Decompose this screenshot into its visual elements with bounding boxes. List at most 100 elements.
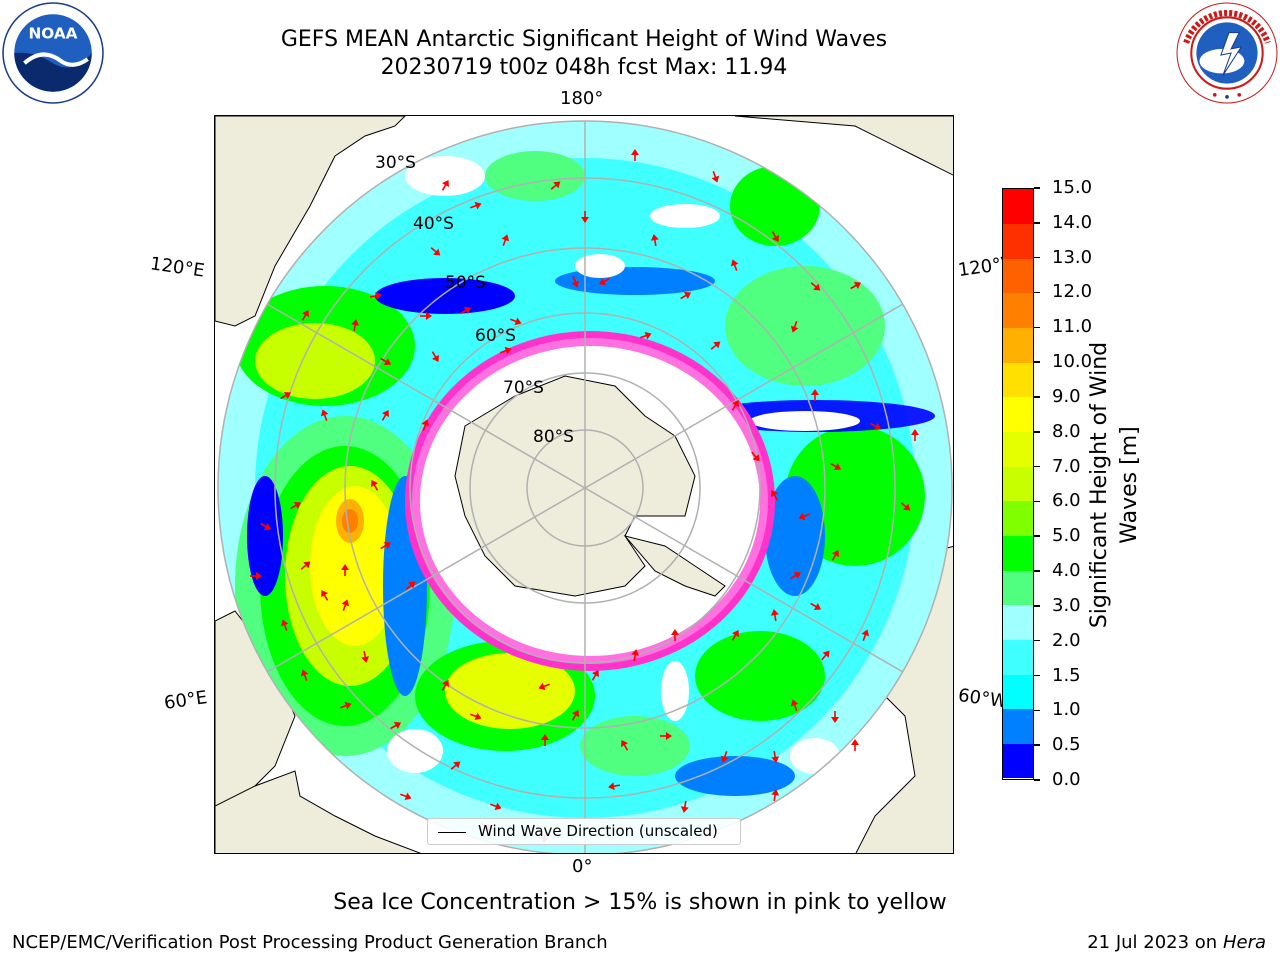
colorbar-segment bbox=[1003, 466, 1033, 502]
wind-wave-arrow bbox=[861, 629, 870, 641]
wind-wave-arrow bbox=[390, 722, 402, 730]
wind-wave-arrow bbox=[450, 761, 461, 770]
colorbar-tick-mark bbox=[1034, 709, 1040, 712]
colorbar-segment bbox=[1003, 396, 1033, 433]
colorbar-tick-mark bbox=[1034, 222, 1040, 224]
wind-wave-arrow bbox=[550, 181, 561, 190]
wind-wave-arrow bbox=[400, 792, 412, 801]
colorbar-tick-label: 1.5 bbox=[1052, 664, 1081, 686]
wind-wave-arrow bbox=[790, 321, 799, 333]
wind-wave-arrow bbox=[441, 679, 449, 691]
wind-wave-arrow bbox=[321, 589, 329, 601]
lon-label-right-upper: 120°W bbox=[956, 253, 1006, 282]
colorbar-tick-label: 0.0 bbox=[1052, 769, 1081, 790]
title-line-1: GEFS MEAN Antarctic Significant Height o… bbox=[280, 27, 888, 52]
wind-wave-arrow bbox=[571, 709, 579, 721]
wind-wave-arrow bbox=[371, 479, 379, 491]
wind-wave-arrow bbox=[830, 462, 842, 470]
footer-date-text: 21 Jul 2023 on bbox=[1087, 932, 1223, 953]
wind-wave-arrow bbox=[831, 549, 839, 561]
colorbar-tick-label: 11.0 bbox=[1052, 316, 1093, 338]
wind-wave-arrow bbox=[541, 734, 549, 746]
wind-wave-arrow bbox=[380, 542, 392, 550]
colorbar-segment bbox=[1003, 189, 1033, 225]
lon-label-left-lower: 60°E bbox=[162, 687, 209, 714]
colorbar-tick-label: 15.0 bbox=[1052, 177, 1093, 198]
wind-wave-arrow bbox=[420, 312, 432, 320]
wind-wave-arrow bbox=[640, 331, 652, 340]
wind-wave-arrow bbox=[851, 739, 859, 751]
lat-label-60s: 60°S bbox=[475, 326, 516, 346]
wind-wave-arrow bbox=[280, 619, 289, 631]
wind-wave-arrow bbox=[720, 751, 729, 763]
wind-wave-arrow bbox=[810, 602, 822, 610]
wind-wave-arrow bbox=[680, 292, 692, 300]
lat-label-70s: 70°S bbox=[503, 378, 544, 398]
lon-label-top: 180° bbox=[560, 88, 604, 109]
colorbar-tick-mark bbox=[1034, 396, 1040, 398]
colorbar-segment bbox=[1003, 500, 1033, 536]
colorbar-segment bbox=[1003, 431, 1033, 467]
colorbar-segment bbox=[1003, 639, 1033, 675]
colorbar-tick-label: 1.0 bbox=[1052, 699, 1081, 721]
colorbar-tick-label: 12.0 bbox=[1052, 281, 1093, 303]
wind-wave-arrow bbox=[790, 572, 802, 580]
wind-wave-arrow bbox=[361, 650, 370, 663]
colorbar-tick-label: 6.0 bbox=[1052, 490, 1081, 512]
wind-wave-arrow bbox=[660, 732, 672, 740]
colorbar-tick-label: 7.0 bbox=[1052, 455, 1081, 477]
graticule bbox=[217, 120, 953, 853]
footer-organization: NCEP/EMC/Verification Post Processing Pr… bbox=[12, 932, 608, 953]
colorbar-tick-label: 8.0 bbox=[1052, 420, 1081, 442]
colorbar-label-line-1: Significant Height of Wind bbox=[1087, 341, 1112, 629]
wind-wave-arrow bbox=[500, 346, 512, 355]
wind-wave-arrow bbox=[608, 782, 621, 791]
legend-label: Wind Wave Direction (unscaled) bbox=[478, 822, 718, 840]
wind-wave-arrow bbox=[441, 179, 449, 191]
map-frame: 30°S 40°S 50°S 60°S 70°S 80°S bbox=[214, 115, 954, 854]
colorbar-segment bbox=[1003, 743, 1033, 779]
wind-wave-arrow bbox=[631, 149, 639, 161]
wind-wave-arrow bbox=[751, 451, 760, 462]
wind-wave-arrow bbox=[870, 422, 882, 430]
wind-wave-arrow bbox=[650, 234, 659, 247]
wind-wave-arrow bbox=[581, 211, 589, 223]
wind-wave-arrow bbox=[730, 259, 739, 271]
legend-line-sample bbox=[438, 832, 466, 834]
wind-wave-arrow bbox=[301, 309, 309, 321]
colorbar-tick-mark bbox=[1034, 500, 1040, 503]
wind-wave-arrow bbox=[381, 409, 389, 421]
wind-wave-arrow bbox=[811, 389, 819, 401]
wind-wave-arrow bbox=[510, 317, 522, 326]
colorbar-tick-mark bbox=[1034, 361, 1040, 363]
colorbar-segment bbox=[1003, 327, 1033, 363]
wind-wave-arrow bbox=[771, 489, 779, 501]
colorbar-segment bbox=[1003, 362, 1033, 398]
wind-wave-arrow bbox=[501, 234, 510, 246]
colorbar-tick-label: 2.0 bbox=[1052, 629, 1081, 651]
wind-wave-arrows bbox=[250, 149, 919, 843]
wind-wave-arrow bbox=[421, 419, 430, 431]
wind-wave-arrow bbox=[351, 319, 360, 332]
wind-wave-arrow bbox=[621, 739, 629, 751]
wind-wave-arrow bbox=[771, 789, 780, 802]
wind-wave-arrow bbox=[731, 629, 739, 641]
colorbar-tick-mark bbox=[1034, 326, 1040, 329]
colorbar-tick-label: 13.0 bbox=[1052, 246, 1093, 268]
wind-wave-arrow bbox=[460, 307, 472, 315]
wind-wave-arrow bbox=[821, 650, 830, 661]
colorbar-tick-mark bbox=[1034, 674, 1040, 677]
colorbar-tick-label: 4.0 bbox=[1052, 560, 1081, 582]
wind-wave-arrow bbox=[380, 357, 392, 365]
wind-wave-arrow bbox=[300, 669, 309, 681]
colorbar-tick-label: 3.0 bbox=[1052, 594, 1081, 616]
colorbar-tick-label: 5.0 bbox=[1052, 525, 1081, 547]
wind-wave-arrow bbox=[900, 502, 911, 511]
footer-date: 21 Jul 2023 on Hera bbox=[1087, 932, 1266, 953]
colorbar-segment bbox=[1003, 708, 1033, 744]
wind-wave-arrow bbox=[300, 561, 311, 570]
sea-ice-caption: Sea Ice Concentration > 15% is shown in … bbox=[333, 890, 947, 915]
lon-label-bottom: 0° bbox=[572, 856, 593, 877]
wind-wave-arrow bbox=[680, 800, 689, 813]
wind-wave-arrow bbox=[598, 277, 610, 285]
